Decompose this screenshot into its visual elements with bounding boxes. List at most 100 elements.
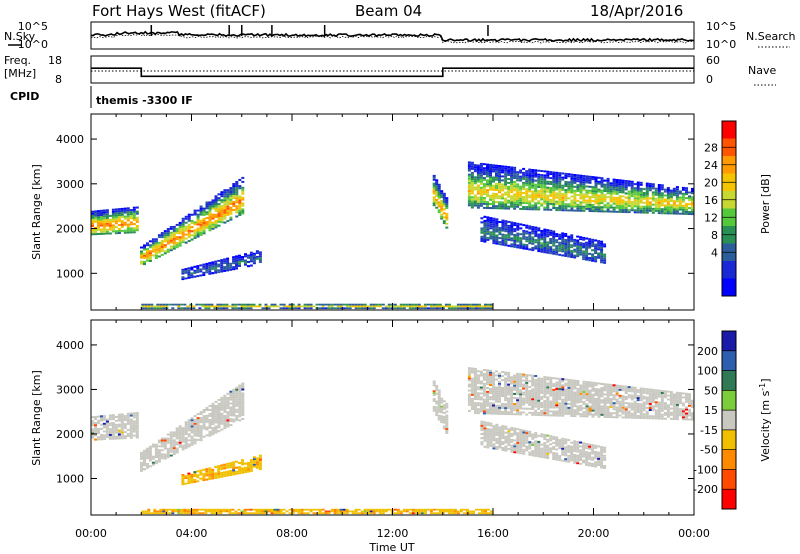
echo-cell <box>129 227 133 230</box>
echo-cell <box>160 443 164 446</box>
echo-cell <box>588 257 592 260</box>
echo-cell <box>609 204 613 207</box>
echo-cell <box>193 424 197 427</box>
echo-cell <box>654 393 658 396</box>
echo-cell <box>486 171 489 174</box>
echo-cell <box>513 388 517 391</box>
echo-cell <box>336 303 340 306</box>
echo-cell <box>498 430 502 433</box>
echo-cell <box>567 255 571 258</box>
echo-cell <box>476 180 480 183</box>
echo-cell <box>492 372 495 375</box>
echo-cell <box>135 225 139 228</box>
echo-cell <box>492 374 495 377</box>
echo-cell <box>618 396 622 399</box>
echo-cell <box>440 397 444 400</box>
echo-cell <box>154 246 158 249</box>
echo-cell <box>678 402 682 405</box>
echo-cell <box>579 413 583 416</box>
echo-cell <box>645 203 649 206</box>
echo-cell <box>510 223 514 226</box>
echo-cell <box>564 408 568 411</box>
echo-cell <box>432 196 436 199</box>
echo-cell <box>91 424 94 427</box>
echo-cell <box>525 407 529 410</box>
echo-cell <box>507 187 511 190</box>
echo-cell <box>510 413 514 416</box>
echo-cell <box>143 252 146 255</box>
echo-cell <box>143 263 146 266</box>
echo-cell <box>160 455 164 458</box>
echo-cell <box>211 205 215 208</box>
echo-cell <box>238 264 241 267</box>
echo-cell <box>181 233 185 236</box>
echo-cell <box>111 212 115 215</box>
echo-cell <box>681 418 685 421</box>
echo-cell <box>482 163 486 166</box>
echo-cell <box>303 307 307 310</box>
echo-cell <box>214 417 218 420</box>
echo-cell <box>181 434 185 437</box>
echo-cell <box>501 183 504 186</box>
echo-cell <box>190 213 194 216</box>
echo-cell <box>519 179 523 182</box>
echo-cell <box>549 231 553 234</box>
echo-cell <box>453 307 457 310</box>
echo-cell <box>217 465 221 467</box>
echo-cell <box>211 433 215 436</box>
echo-cell <box>561 240 565 243</box>
echo-cell <box>564 189 568 192</box>
echo-cell <box>588 399 592 402</box>
echo-cell <box>576 399 580 402</box>
echo-cell <box>525 172 529 175</box>
echo-cell <box>178 443 182 446</box>
echo-cell <box>576 188 580 191</box>
echo-cell <box>540 389 544 392</box>
echo-cell <box>220 201 224 204</box>
echo-cell <box>492 168 495 171</box>
echo-cell <box>588 411 592 414</box>
echo-cell <box>172 247 176 250</box>
echo-cell <box>567 183 571 186</box>
echo-cell <box>442 208 446 211</box>
echo-cell <box>232 258 236 261</box>
echo-cell <box>582 388 586 391</box>
echo-cell <box>141 307 145 310</box>
echo-cell <box>691 206 694 209</box>
echo-cell <box>498 376 501 379</box>
echo-cell <box>498 237 502 240</box>
echo-cell <box>91 434 94 437</box>
echo-cell <box>172 453 176 456</box>
echo-cell <box>351 305 355 308</box>
echo-cell <box>226 195 230 198</box>
echo-cell <box>564 392 568 395</box>
echo-cell <box>480 432 484 435</box>
echo-cell <box>132 217 136 219</box>
echo-cell <box>196 265 200 268</box>
echo-cell <box>211 203 215 206</box>
echo-cell <box>187 433 191 436</box>
echo-cell <box>540 447 544 450</box>
echo-cell <box>549 202 553 205</box>
echo-cell <box>561 197 565 199</box>
echo-cell <box>235 259 238 262</box>
echo-cell <box>507 174 511 176</box>
echo-cell <box>129 418 133 421</box>
echo-cell <box>238 384 242 387</box>
echo-cell <box>636 405 640 407</box>
echo-cell <box>555 406 559 409</box>
echo-cell <box>501 165 504 168</box>
echo-cell <box>437 189 441 192</box>
echo-cell <box>498 400 501 403</box>
echo-cell <box>495 168 498 171</box>
echo-cell <box>552 388 556 391</box>
echo-cell <box>163 240 167 243</box>
echo-cell <box>525 232 529 235</box>
echo-cell <box>473 186 477 189</box>
echo-cell <box>220 404 224 407</box>
echo-cell <box>639 211 643 214</box>
echo-cell <box>211 473 215 476</box>
echo-cell <box>666 208 670 211</box>
echo-cell <box>685 416 688 419</box>
echo-cell <box>241 467 244 470</box>
